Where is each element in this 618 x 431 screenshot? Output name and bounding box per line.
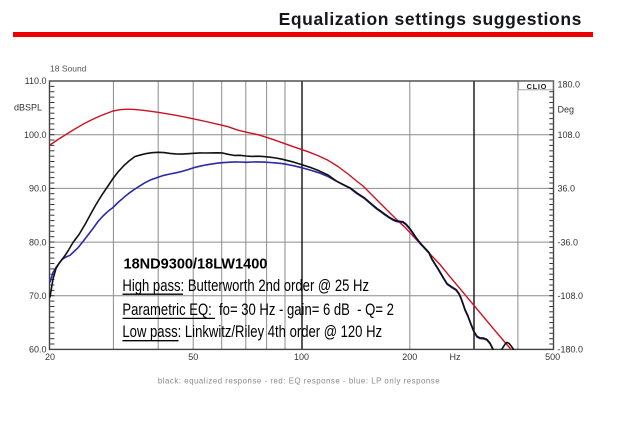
svg-text:110.0: 110.0 <box>25 76 47 86</box>
svg-text:High pass: Butterworth 2nd ord: High pass: Butterworth 2nd order @ 25 Hz <box>122 276 369 295</box>
svg-text:Low pass: Linkwitz/Riley 4th o: Low pass: Linkwitz/Riley 4th order @ 120… <box>122 323 382 342</box>
svg-text:18 Sound: 18 Sound <box>50 64 87 74</box>
svg-text:108.0: 108.0 <box>558 130 581 140</box>
svg-text:-36.0: -36.0 <box>558 237 579 247</box>
svg-text:60.0: 60.0 <box>29 345 47 355</box>
svg-text:20: 20 <box>45 352 55 362</box>
svg-text:black: equalized response - re: black: equalized response - red: EQ resp… <box>158 377 440 386</box>
svg-text:200: 200 <box>402 352 417 362</box>
svg-text:Parametric EQ: fo= 30 Hz - ga: Parametric EQ: fo= 30 Hz - gain= 6 dB - … <box>122 300 393 319</box>
svg-text:90.0: 90.0 <box>29 184 47 194</box>
svg-text:50: 50 <box>188 352 198 362</box>
svg-text:180.0: 180.0 <box>558 80 581 90</box>
svg-text:18ND9300/18LW1400: 18ND9300/18LW1400 <box>124 256 268 272</box>
svg-text:dBSPL: dBSPL <box>14 103 42 113</box>
svg-text:70.0: 70.0 <box>29 291 47 301</box>
svg-text:80.0: 80.0 <box>29 237 47 247</box>
svg-text:100: 100 <box>294 352 309 362</box>
svg-text:CLIO: CLIO <box>527 82 547 91</box>
svg-text:-108.0: -108.0 <box>558 291 584 301</box>
svg-text:36.0: 36.0 <box>558 184 576 194</box>
svg-text:500: 500 <box>545 352 560 362</box>
svg-text:100.0: 100.0 <box>24 130 47 140</box>
svg-text:-180.0: -180.0 <box>558 345 584 355</box>
svg-text:Deg: Deg <box>558 105 575 115</box>
svg-text:Hz: Hz <box>450 352 461 362</box>
